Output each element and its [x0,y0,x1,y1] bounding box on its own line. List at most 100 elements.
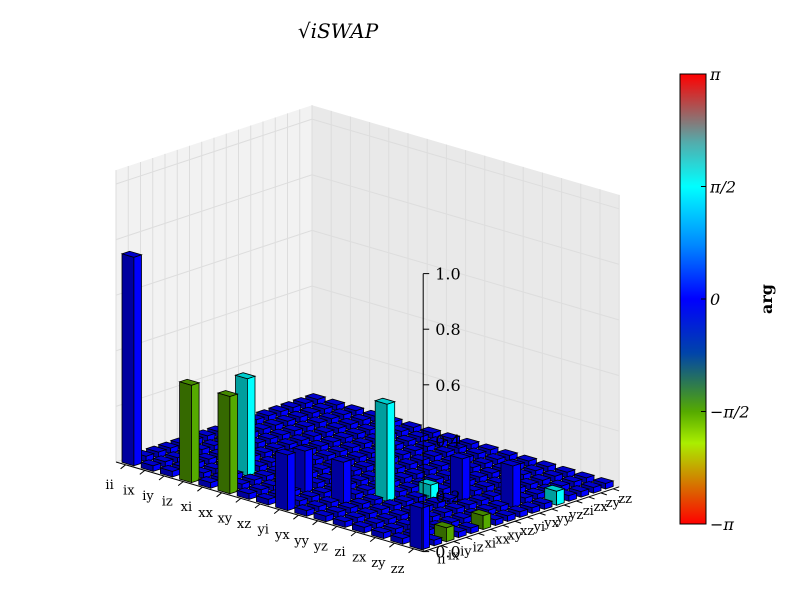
x-tick [350,531,357,537]
y-tick [453,541,460,544]
x-tick [312,520,318,526]
x-tick [177,481,184,486]
bar [234,372,257,477]
chart-title: √iSWAP [298,19,379,43]
grid-line [115,229,620,321]
bar [468,494,491,507]
x-axis-line [115,461,424,553]
bar [370,526,393,540]
y-tick [539,512,546,516]
y-tick-label: zz [618,492,632,507]
bar [543,484,566,506]
bar [515,454,538,468]
x-tick-label: zy [371,556,386,571]
y-tick [502,524,509,528]
bar [216,390,239,495]
y-tick [514,520,522,524]
bar [291,444,314,494]
x-tick [197,486,203,492]
y-tick-label: zi [583,504,594,519]
z-tick-label: 0.8 [435,320,460,339]
y-tick [588,496,595,500]
grid-line [115,174,620,265]
x-tick [235,498,242,503]
colorbar-tick-label: −π [710,515,734,534]
x-tick-label: iy [142,489,154,504]
y-tick-label: zy [606,496,621,511]
bar [139,459,163,472]
x-tick [369,537,376,542]
bar [567,485,591,498]
bar [293,504,316,517]
bars-group [120,250,615,551]
bar [471,457,495,470]
y-tick-label: xx [495,532,510,547]
x-tick-label: yi [256,523,269,538]
y-tick-label: xi [485,536,497,551]
y-tick [551,508,558,512]
y-tick-label: yz [568,508,583,523]
x-tick [331,526,338,531]
x-tick-label: zx [352,551,367,566]
z-tick-label: 0.4 [435,431,460,450]
x-tick-label: ix [123,483,135,498]
bar [178,378,201,484]
bar [248,483,271,496]
y-tick [465,536,473,540]
z-tick-label: 0.2 [435,487,460,506]
bar [347,474,370,487]
y-tick-label: iz [473,540,484,555]
bar [517,477,540,491]
bar [553,465,577,479]
bar [494,509,517,522]
colorbar-tick-label: −π/2 [710,403,750,422]
bar [389,532,412,545]
colorbar: π π/2 0 −π/2 −π arg [679,65,776,534]
bar [531,497,554,510]
bar [344,427,367,441]
y-tick-label: yx [543,516,559,531]
bar [331,515,355,528]
y-tick [563,504,571,508]
y-tick [612,488,620,492]
x-tick [273,509,280,514]
bar [312,426,336,439]
bar [197,476,220,489]
bar [373,397,397,503]
x-tick-label: yz [313,539,328,554]
bar [152,455,175,468]
bar [312,509,335,523]
y-tick [576,500,583,504]
x-tick-label: yy [293,534,309,549]
x-tick-label: iz [162,495,173,510]
x-tick-label: xz [237,517,251,532]
y-tick-label: zx [593,500,608,515]
x-tick [389,542,395,548]
bar [351,520,374,534]
bar [592,477,615,490]
x-tick [139,470,146,475]
x-tick-label: zz [391,562,405,577]
bar [293,420,316,433]
x-tick-label: ii [105,478,113,493]
y-tick [429,549,436,553]
x-tick-label: xx [198,506,213,521]
y-tick-label: yy [555,512,571,527]
colorbar-tick-label: π/2 [709,177,736,196]
x-tick [120,464,126,470]
bar [235,487,259,500]
bar [342,404,365,417]
x-tick-label: xy [217,511,232,526]
z-tick-label: 1.0 [435,265,460,284]
z-tick-label: 0.6 [435,376,460,395]
bar [120,250,143,467]
x-tick-label: yx [274,528,290,543]
bar [438,432,461,445]
bar [496,449,519,462]
x-tick [408,548,414,554]
bar [274,448,297,512]
bar [262,418,285,432]
